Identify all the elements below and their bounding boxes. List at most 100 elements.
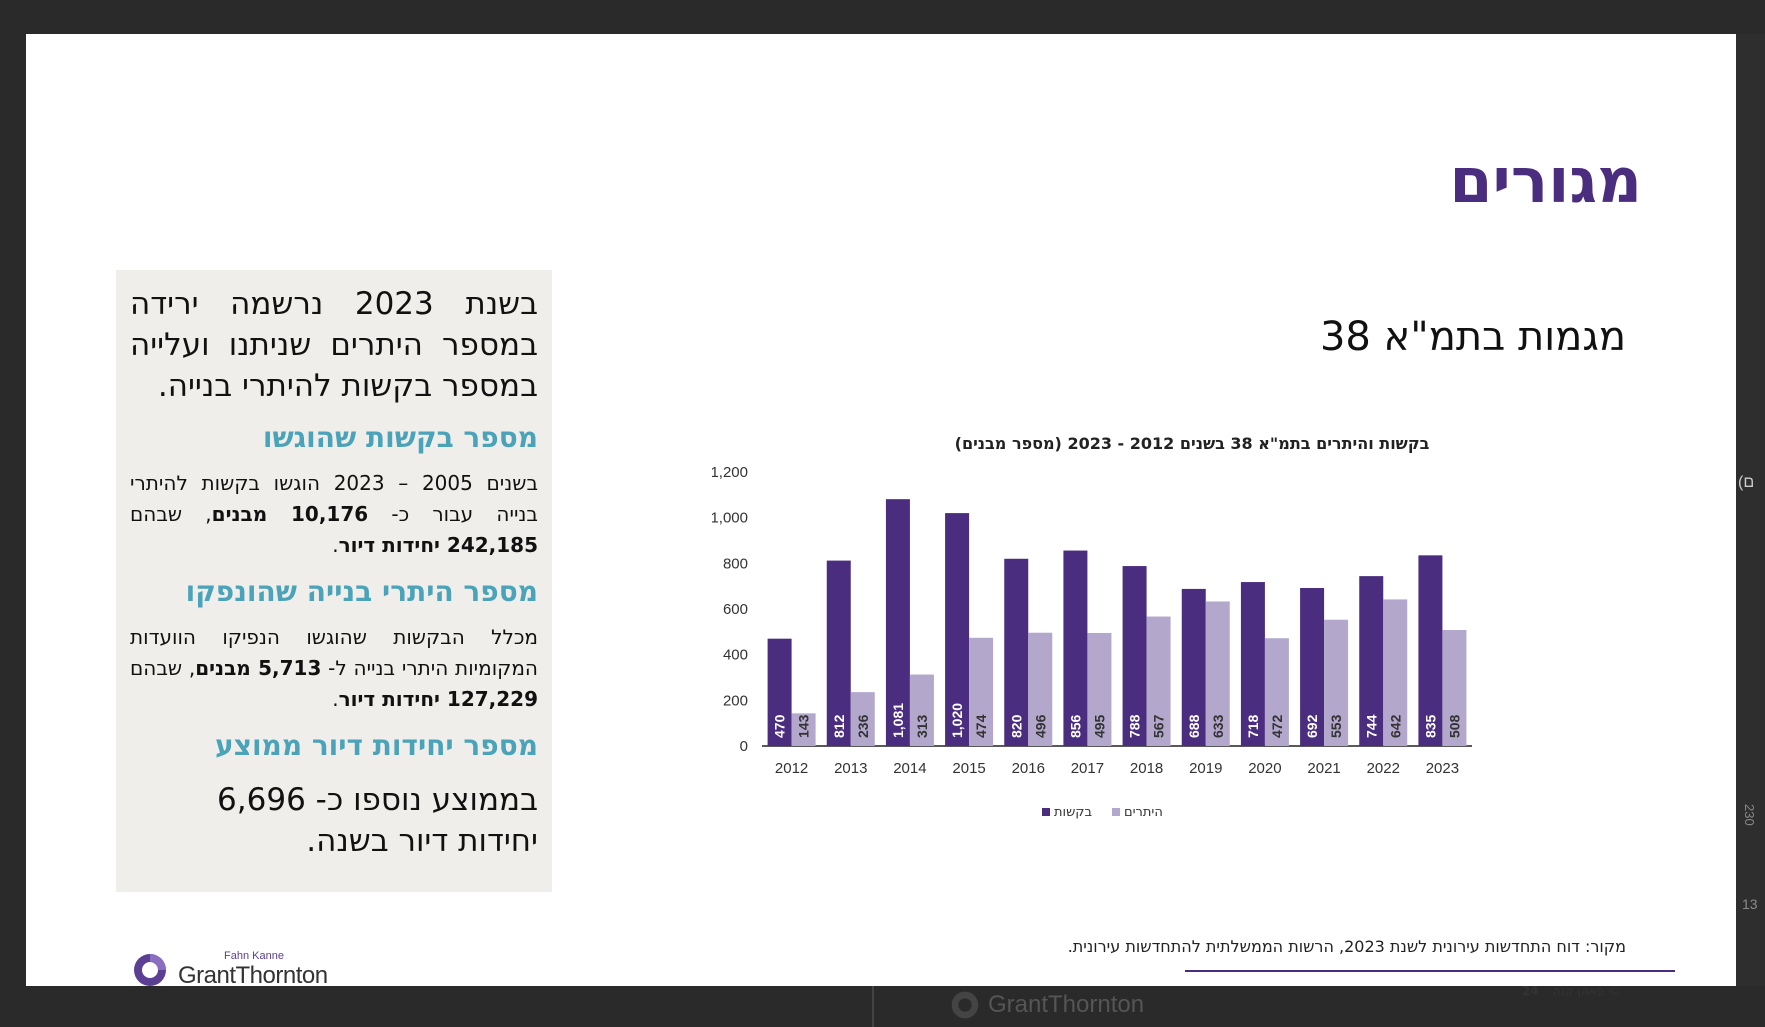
heading-requests: מספר בקשות שהוגשו [262, 421, 538, 454]
text-run: מכלל הבקשות שהוגשו הנפיקו הוועדות המקומי… [130, 625, 538, 680]
edge-text: 13 [1742, 896, 1758, 912]
bar-data-label: 553 [1328, 714, 1344, 738]
bar-requests [826, 560, 851, 746]
chart-title: בקשות והיתרים בתמ"א 38 בשנים 2012 - 2023… [954, 434, 1430, 453]
bar-requests [1359, 576, 1384, 746]
bar-data-label: 812 [831, 714, 847, 738]
text-run: בשנים 2005 – 2023 הוגשו בקשות להיתרי בני… [130, 471, 539, 526]
y-tick-label: 600 [723, 601, 748, 618]
bar-data-label: 788 [1127, 714, 1143, 738]
background-window-line [872, 986, 874, 1027]
bar-permits [1028, 632, 1053, 746]
average-units-text: בממוצע נוספו כ- 6,696 יחידות דיור בשנה. [217, 782, 538, 859]
bar-permits [1442, 630, 1467, 746]
x-tick-label: 2023 [1426, 760, 1459, 777]
bar-data-label: 1,020 [949, 703, 965, 738]
bar-data-label: 567 [1151, 714, 1167, 738]
bold-run: 242,185 יחידות דיור [338, 533, 538, 557]
x-tick-label: 2022 [1367, 760, 1400, 777]
bar-permits [1383, 599, 1408, 746]
legend-label: היתרים [1124, 805, 1163, 820]
divider-line [1185, 970, 1675, 972]
x-tick-label: 2016 [1012, 760, 1045, 777]
bar-permits [1205, 601, 1230, 746]
x-tick-label: 2017 [1071, 760, 1104, 777]
adjacent-window-edge: (ם 230 13 [1736, 34, 1765, 986]
bar-requests [945, 513, 970, 746]
grant-thornton-logo: Fahn Kanne GrantThornton [132, 950, 328, 990]
y-tick-label: 1,000 [712, 510, 748, 527]
x-tick-label: 2015 [952, 760, 985, 777]
legend-label: בקשות [1054, 805, 1092, 820]
bar-data-label: 472 [1269, 714, 1285, 738]
slide: מגורים מגמות בתמ"א 38 בשנת 2023 נרשמה יר… [26, 34, 1736, 998]
bold-run: 5,713 מבנים [195, 656, 322, 680]
bar-permits [1087, 632, 1112, 746]
bar-data-label: 470 [772, 714, 788, 738]
heading-average-units: מספר יחידות דיור ממוצע [215, 729, 538, 762]
logo-subtext: Fahn Kanne [224, 950, 284, 962]
bar-requests [1240, 582, 1265, 746]
legend-swatch [1042, 808, 1050, 816]
page-number: 24 [1521, 984, 1539, 998]
logo-name: GrantThornton [178, 962, 328, 989]
bar-requests [1004, 558, 1029, 746]
y-tick-label: 800 [723, 555, 748, 572]
bar-data-label: 835 [1422, 714, 1438, 738]
bar-data-label: 496 [1032, 714, 1048, 738]
bar-data-label: 718 [1245, 714, 1261, 738]
x-tick-label: 2021 [1307, 760, 1340, 777]
background-logo-name: GrantThornton [988, 991, 1145, 1018]
x-tick-label: 2019 [1189, 760, 1222, 777]
bar-permits [1146, 616, 1171, 746]
footer-copyright: © פאהן קנה [1552, 984, 1620, 998]
x-tick-label: 2020 [1248, 760, 1281, 777]
text-run: , שבהם [130, 502, 212, 526]
summary-textbox: בשנת 2023 נרשמה ירידה במספר היתרים שניתנ… [116, 270, 552, 892]
logo-mark-icon [134, 954, 166, 986]
bar-data-label: 692 [1304, 714, 1320, 738]
bar-data-label: 856 [1067, 714, 1083, 738]
x-tick-label: 2018 [1130, 760, 1163, 777]
y-tick-label: 200 [723, 692, 748, 709]
bold-run: 127,229 יחידות דיור [338, 687, 538, 711]
bar-data-label: 143 [796, 714, 812, 738]
bar-requests [1300, 587, 1325, 746]
y-tick-label: 0 [740, 738, 748, 755]
bar-permits [1324, 619, 1349, 746]
bar-requests [885, 499, 910, 746]
bar-permits [909, 674, 934, 746]
bar-data-label: 236 [855, 714, 871, 738]
source-note: מקור: דוח התחדשות עירונית לשנת 2023, הרש… [1067, 937, 1626, 956]
bar-requests [1418, 555, 1443, 746]
heading-permits: מספר היתרי בנייה שהונפקו [185, 575, 538, 608]
y-tick-label: 1,200 [712, 464, 748, 481]
bar-data-label: 642 [1387, 714, 1403, 738]
bar-permits [791, 713, 816, 746]
permits-paragraph: מכלל הבקשות שהוגשו הנפיקו הוועדות המקומי… [130, 622, 538, 715]
x-tick-label: 2012 [775, 760, 808, 777]
bold-run: 10,176 מבנים [211, 502, 369, 526]
bar-permits [1264, 638, 1289, 746]
bar-requests [767, 638, 792, 746]
bar-permits [850, 692, 875, 746]
bar-permits [969, 637, 994, 746]
x-tick-label: 2014 [893, 760, 926, 777]
edge-text: 230 [1742, 804, 1757, 826]
bar-data-label: 495 [1091, 714, 1107, 738]
edge-text: (ם [1738, 474, 1755, 491]
slide-subtitle: מגמות בתמ"א 38 [1319, 314, 1626, 360]
bar-data-label: 1,081 [890, 703, 906, 738]
bar-requests [1122, 566, 1147, 746]
requests-paragraph: בשנים 2005 – 2023 הוגשו בקשות להיתרי בני… [130, 468, 538, 561]
chart: בקשות והיתרים בתמ"א 38 בשנים 2012 - 2023… [712, 426, 1672, 896]
legend-swatch [1112, 808, 1120, 816]
bar-data-label: 688 [1186, 714, 1202, 738]
background-logo-icon [951, 991, 979, 1019]
y-tick-label: 400 [723, 647, 748, 664]
bar-data-label: 313 [914, 714, 930, 738]
bar-data-label: 820 [1008, 714, 1024, 738]
bar-data-label: 744 [1363, 714, 1379, 738]
intro-text: בשנת 2023 נרשמה ירידה במספר היתרים שניתנ… [130, 286, 538, 404]
